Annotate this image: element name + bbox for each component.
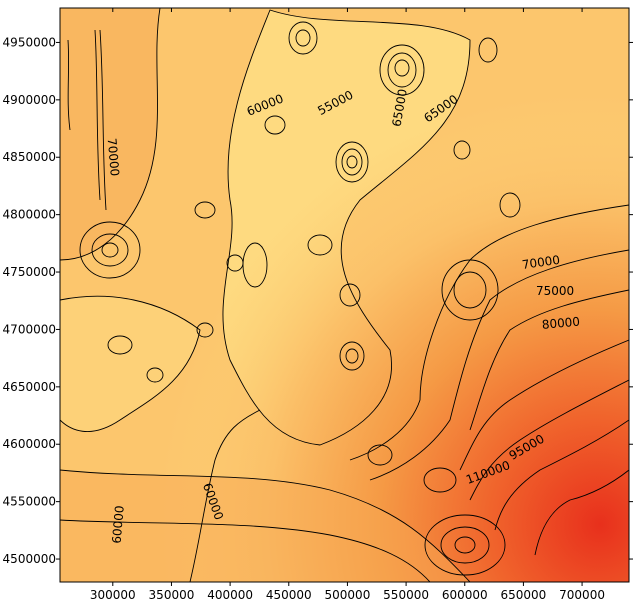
x-tick-label: 500000 (325, 588, 371, 602)
contour-ring (79, 221, 141, 279)
contour-label: 70000 (521, 253, 561, 272)
contour-lines (60, 8, 629, 582)
contour-label: 60000 (110, 505, 127, 544)
contour-line (189, 409, 261, 582)
contour-ring (264, 115, 286, 135)
x-tick-label: 650000 (501, 588, 547, 602)
contour-label: 75000 (536, 284, 574, 298)
contour-ring (288, 21, 318, 55)
contour-label: 65000 (390, 88, 410, 128)
contour-ring (91, 233, 129, 267)
x-tick-label: 300000 (90, 588, 136, 602)
contour-line (60, 519, 431, 582)
southwest-band (60, 470, 470, 582)
contour-line (459, 339, 629, 471)
contour-ring (346, 155, 358, 169)
x-tick-label: 600000 (442, 588, 488, 602)
x-tick-label: 350000 (149, 588, 195, 602)
contour-line (67, 29, 107, 211)
contour-line (469, 379, 629, 501)
x-tick-label: 450000 (266, 588, 312, 602)
y-tick-label: 4650000 (3, 380, 56, 394)
contour-ring (339, 283, 361, 307)
contour-ring (423, 467, 457, 493)
contour-ring (441, 259, 499, 321)
contour-ring (387, 52, 417, 88)
x-tick-label: 550000 (383, 588, 429, 602)
contour-ring (339, 341, 365, 371)
contour-label: 70000 (105, 138, 122, 177)
y-tick-label: 4900000 (3, 93, 56, 107)
contour-ring (295, 29, 311, 47)
contour-ring (453, 140, 471, 160)
contour-ring (341, 148, 363, 176)
x-axis: 300000 350000 400000 450000 500000 550000 6000… (90, 8, 605, 602)
y-tick-label: 4800000 (3, 208, 56, 222)
x-tick-label: 700000 (559, 588, 605, 602)
contour-ring (196, 322, 214, 338)
y-tick-label: 4500000 (3, 552, 56, 566)
contour-ring (345, 348, 359, 364)
contour-ring (379, 44, 425, 96)
contour-line (60, 469, 471, 582)
contour-ring (367, 444, 393, 466)
x-tick-label: 400000 (207, 588, 253, 602)
contour-ring (499, 192, 521, 218)
contour-line (469, 289, 629, 431)
y-tick-label: 4950000 (3, 35, 56, 49)
contour-ring (440, 526, 490, 564)
contour-ring (335, 141, 369, 183)
contour-ring (453, 271, 487, 309)
contour-ring (307, 234, 333, 256)
contour-ring (107, 335, 133, 355)
plot-frame (59, 7, 630, 583)
y-tick-label: 4600000 (3, 437, 56, 451)
contour-line (494, 419, 629, 531)
y-tick-label: 4750000 (3, 265, 56, 279)
y-tick-label: 4850000 (3, 150, 56, 164)
y-tick-label: 4550000 (3, 495, 56, 509)
contour-line (369, 249, 629, 481)
contour-ring (394, 59, 410, 77)
contour-line (534, 469, 629, 556)
contour-line (222, 9, 471, 446)
y-axis: 4500000 4550000 4600000 4650000 4700000 47500… (3, 35, 633, 566)
contour-ring (101, 242, 119, 258)
contour-ring (226, 254, 244, 272)
contour-ring (478, 37, 498, 63)
contour-ring (424, 514, 506, 576)
contour-label: 80000 (541, 315, 580, 332)
contour-line (60, 295, 201, 432)
contour-line (349, 204, 629, 461)
contour-ring (146, 367, 164, 383)
y-tick-label: 4700000 (3, 322, 56, 336)
contour-ring (194, 201, 216, 219)
contour-ring (454, 536, 476, 554)
